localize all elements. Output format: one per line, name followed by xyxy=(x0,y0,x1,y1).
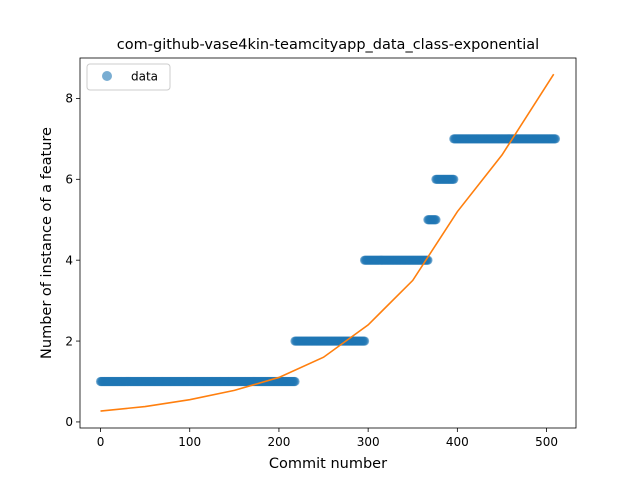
x-tick-label: 100 xyxy=(178,435,201,449)
x-tick-label: 300 xyxy=(357,435,380,449)
legend-label-data: data xyxy=(131,70,158,84)
fit-line xyxy=(100,73,555,412)
legend: data xyxy=(86,63,171,91)
x-tick-label: 400 xyxy=(446,435,469,449)
x-tick-label: 0 xyxy=(97,435,105,449)
y-tick-label: 0 xyxy=(65,415,73,429)
plot-area xyxy=(95,73,561,412)
data-point xyxy=(449,174,459,184)
data-point xyxy=(423,255,433,265)
axis-ticks: 0 100 200 300 400 500 0 2 4 6 8 xyxy=(65,92,558,449)
x-axis-label: Commit number xyxy=(269,456,387,472)
plot-frame xyxy=(79,57,577,429)
data-point xyxy=(550,134,561,144)
legend-marker-data xyxy=(102,71,112,81)
y-tick-label: 4 xyxy=(65,253,73,267)
legend-box xyxy=(86,63,171,91)
chart-title: com-github-vase4kin-teamcityapp_data_cla… xyxy=(117,37,539,53)
x-tick-label: 500 xyxy=(535,435,558,449)
y-tick-label: 8 xyxy=(65,92,73,106)
y-tick-label: 2 xyxy=(65,334,73,348)
data-point xyxy=(290,376,300,387)
data-point xyxy=(431,215,441,225)
x-tick-label: 200 xyxy=(267,435,290,449)
y-axis-label: Number of instance of a feature xyxy=(39,127,55,359)
y-tick-label: 6 xyxy=(65,173,73,187)
data-point xyxy=(359,336,370,346)
